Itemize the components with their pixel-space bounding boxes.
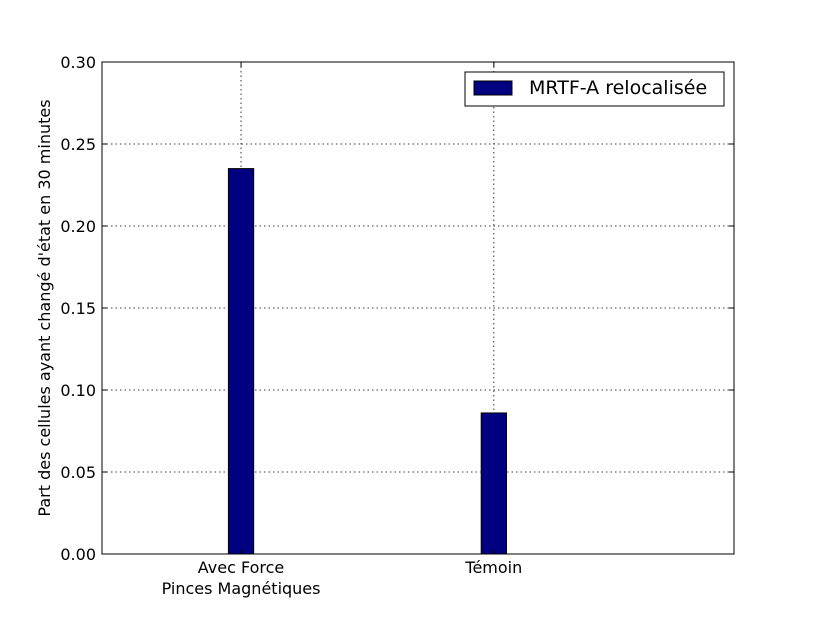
x-tick-label: Témoin xyxy=(464,558,522,577)
y-tick-label: 0.30 xyxy=(60,53,96,72)
y-tick-label: 0.00 xyxy=(60,545,96,564)
legend: MRTF-A relocalisée xyxy=(464,71,725,107)
grid-lines xyxy=(102,62,734,554)
x-tick-label: Avec Force Pinces Magnétiques xyxy=(162,558,321,598)
y-tick-label: 0.05 xyxy=(60,463,96,482)
bars xyxy=(227,168,507,555)
y-tick-label: 0.10 xyxy=(60,381,96,400)
legend-label: MRTF-A relocalisée xyxy=(529,77,707,99)
y-tick-label: 0.25 xyxy=(60,135,96,154)
y-axis-label: Part des cellules ayant changé d'état en… xyxy=(35,99,54,516)
bar xyxy=(227,168,255,555)
y-tick-label: 0.20 xyxy=(60,217,96,236)
axis-ticks: 0.00 0.05 0.10 0.15 0.20 0.25 0.30 Avec Force Pi… xyxy=(60,53,734,598)
y-tick-label: 0.15 xyxy=(60,299,96,318)
legend-swatch xyxy=(473,80,513,96)
bar xyxy=(480,412,507,555)
